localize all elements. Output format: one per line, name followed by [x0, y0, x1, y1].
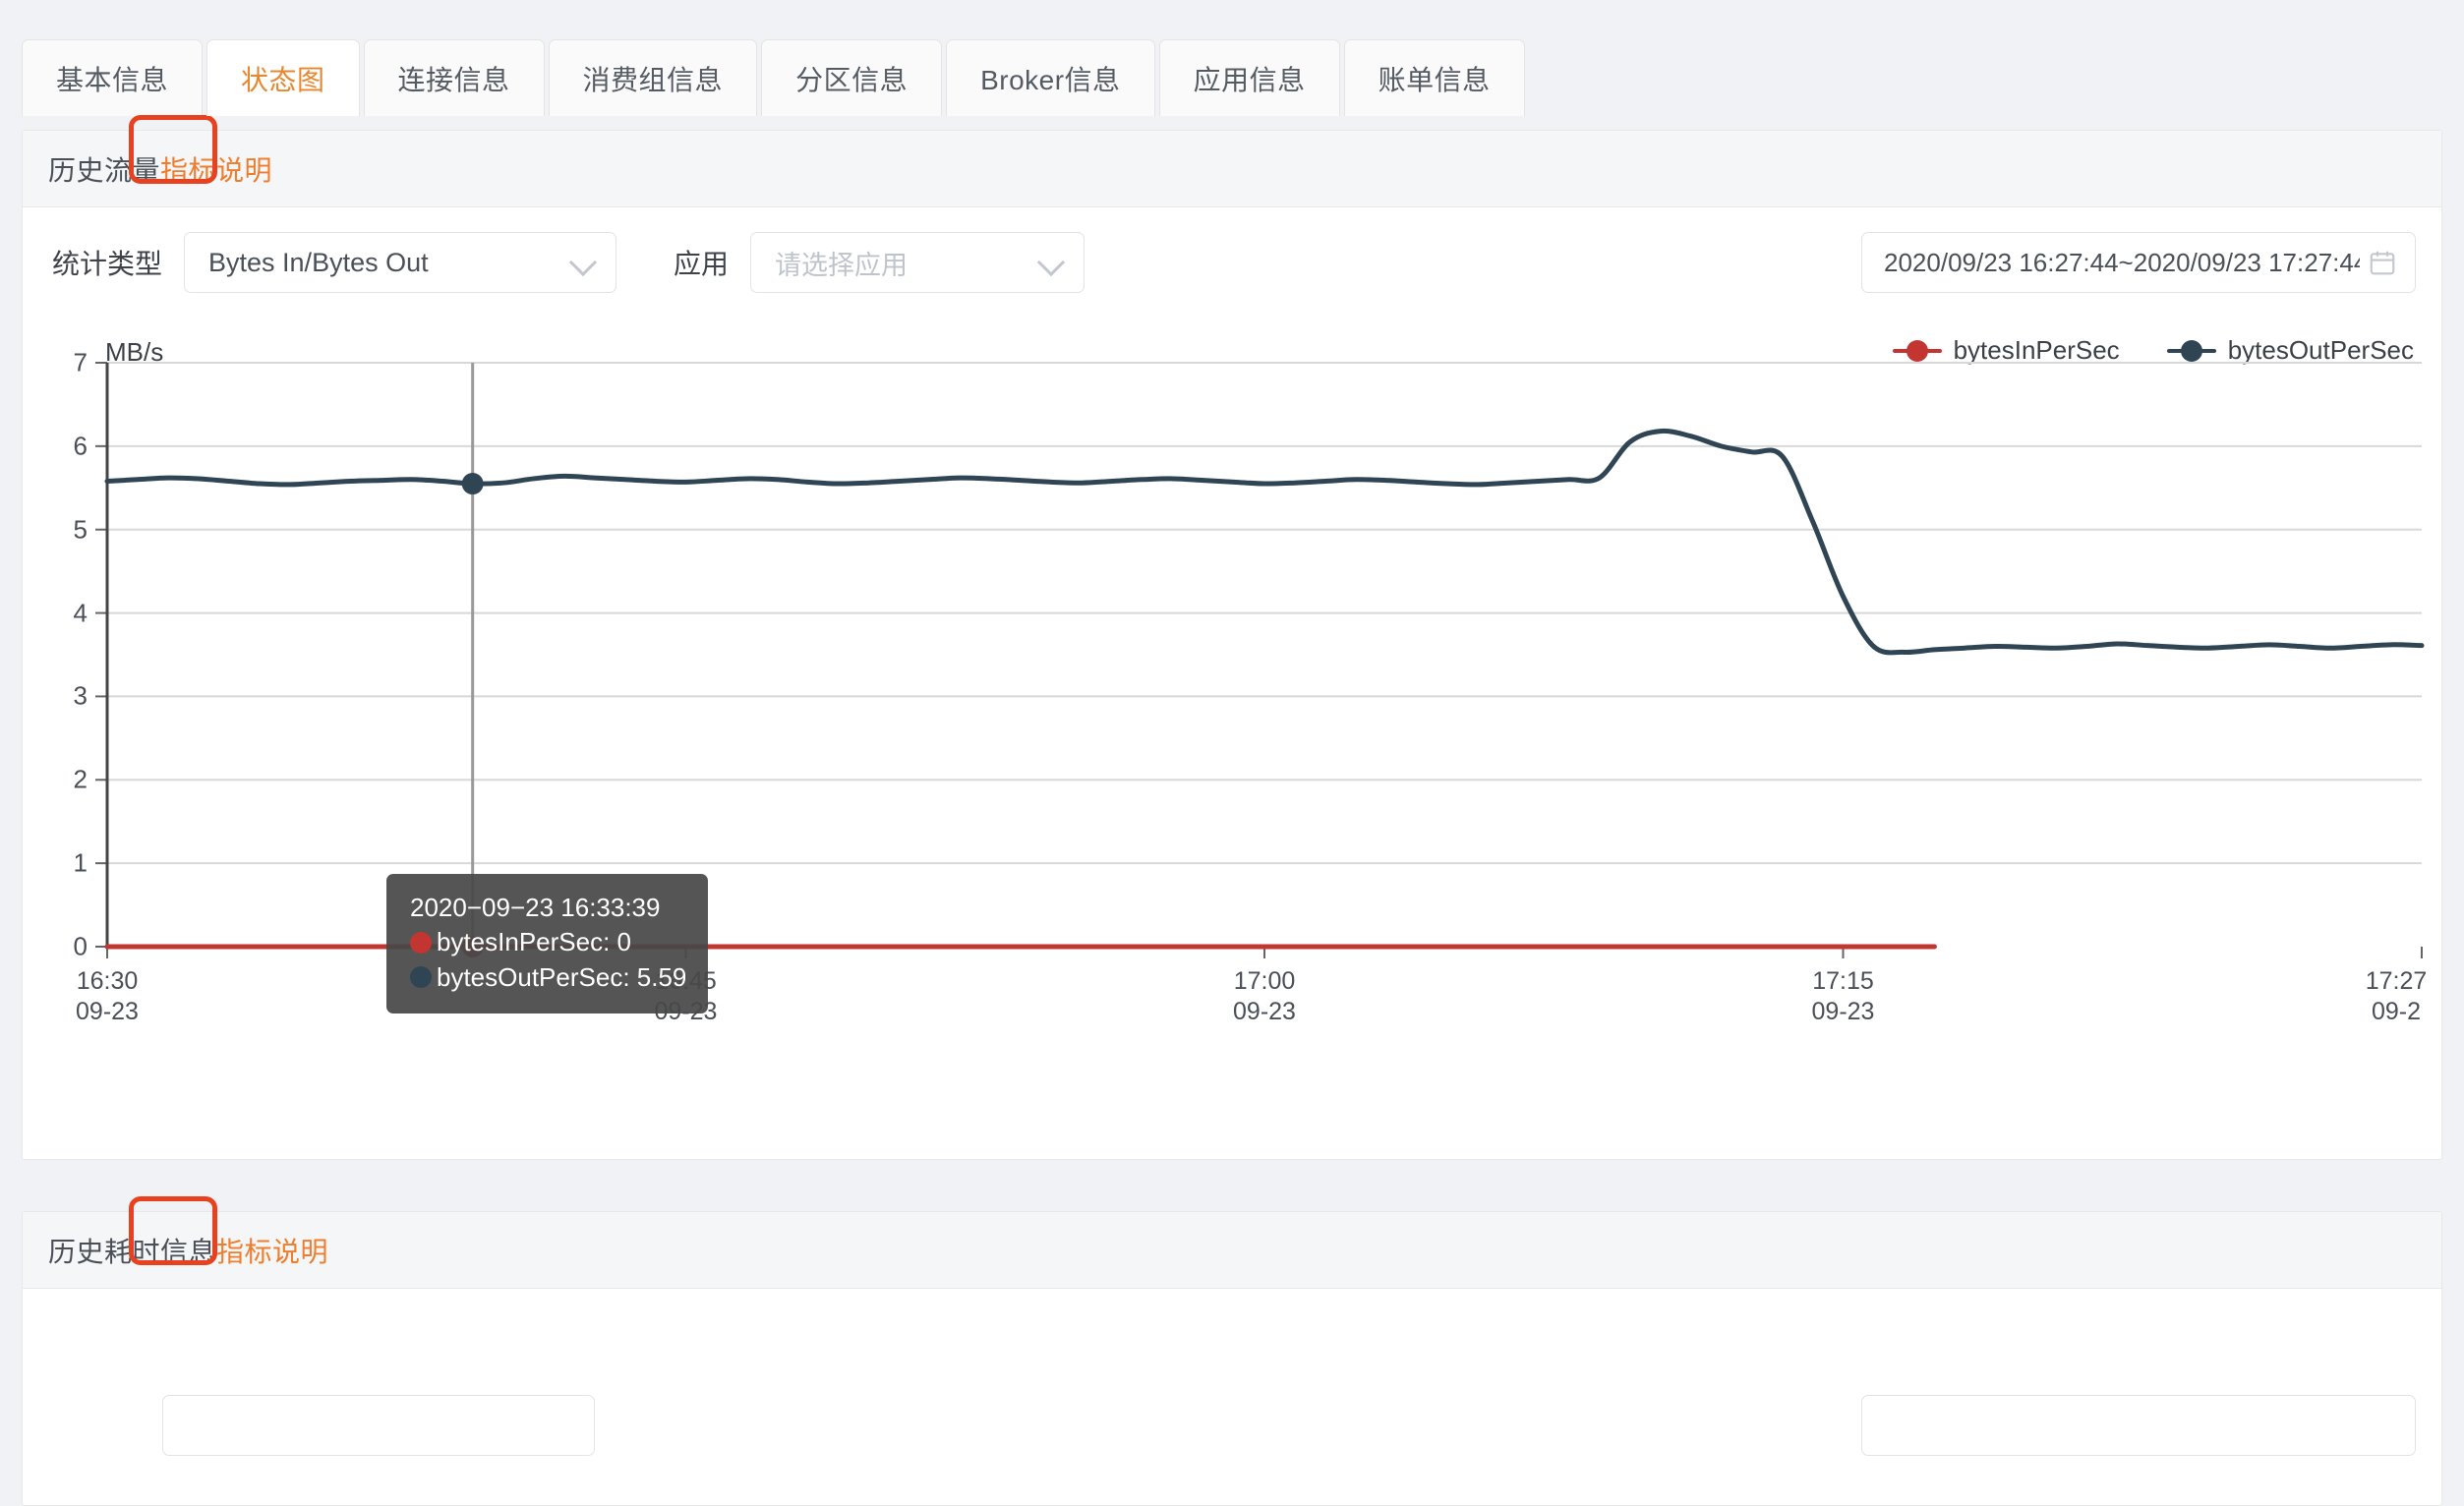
- legend-item-bytesInPerSec[interactable]: bytesInPerSec: [1892, 335, 2120, 366]
- app-label: 应用: [674, 249, 730, 279]
- history-cost-title: 历史耗时信息: [48, 1236, 217, 1267]
- tab-0[interactable]: 基本信息: [22, 39, 204, 116]
- y-tick-label: 1: [73, 847, 88, 878]
- legend-label: bytesInPerSec: [1953, 335, 2120, 365]
- date-range-value: 2020/09/23 16:27:44~2020/09/23 17:27:44: [1884, 247, 2360, 277]
- stat-type-label: 统计类型: [52, 249, 163, 279]
- x-tick-date: 09-23: [1233, 997, 1296, 1025]
- series-line-bytesOutPerSec: [104, 428, 2425, 656]
- tab-3[interactable]: 消费组信息: [548, 39, 758, 116]
- tooltip-row: bytesOutPerSec: 5.59: [410, 960, 686, 995]
- flow-controls: 统计类型 Bytes In/Bytes Out 应用 请选择应用 2020/09…: [23, 207, 2441, 318]
- series-color-dot: [410, 966, 432, 989]
- tab-6[interactable]: 应用信息: [1158, 39, 1340, 116]
- chart-svg: [95, 362, 2425, 958]
- series-color-dot: [410, 932, 432, 955]
- tooltip-time: 2020−09−23 16:33:39: [410, 893, 661, 922]
- app-placeholder: 请选择应用: [775, 250, 909, 280]
- tab-label: 状态图: [241, 64, 325, 95]
- x-tick-date: 09-23: [1811, 997, 1875, 1025]
- highlight-marker-bytesOutPerSec: [461, 473, 484, 495]
- history-cost-header: 历史耗时信息 指标说明: [23, 1196, 2441, 1289]
- x-tick-time: 17:27: [2365, 967, 2428, 995]
- stat-type-value: Bytes In/Bytes Out: [208, 247, 429, 277]
- calendar-icon: [2368, 248, 2397, 277]
- x-tick-time: 16:30: [76, 967, 139, 995]
- tooltip-row: bytesInPerSec: 0: [410, 925, 686, 959]
- x-tick-time: 17:15: [1812, 967, 1874, 995]
- x-tick-date: 09-23: [76, 997, 139, 1025]
- tab-7[interactable]: 账单信息: [1343, 39, 1525, 116]
- legend-marker-icon: [1892, 338, 1942, 364]
- metric-description-link-cost[interactable]: 指标说明: [216, 1236, 329, 1267]
- tab-label: 账单信息: [1378, 64, 1491, 95]
- y-tick-label: 2: [73, 764, 88, 794]
- tooltip-series-value: bytesOutPerSec: 5.59: [437, 961, 687, 992]
- y-tick-label: 7: [73, 347, 88, 377]
- chart-plot-area[interactable]: 0123456716:3009-2316:4509-2317:0009-2317…: [23, 318, 2441, 1124]
- stat-type-select[interactable]: Bytes In/Bytes Out: [184, 232, 617, 293]
- date-range-picker[interactable]: 2020/09/23 16:27:44~2020/09/23 17:27:44: [1861, 232, 2416, 293]
- x-tick-label: 17:15 09-23: [1775, 966, 1912, 1026]
- history-flow-header: 历史流量 指标说明: [23, 115, 2441, 207]
- history-cost-panel: 历史耗时信息 指标说明: [22, 1196, 2442, 1506]
- history-flow-panel: 历史流量 指标说明 统计类型 Bytes In/Bytes Out 应用 请选择…: [22, 115, 2442, 1160]
- x-tick-label: 17:00 09-23: [1196, 966, 1333, 1026]
- cost-date-range-picker[interactable]: [1861, 1395, 2416, 1456]
- tab-label: 连接信息: [397, 64, 510, 95]
- tooltip-series-value: bytesInPerSec: 0: [437, 927, 631, 957]
- x-tick-label: 16:30 09-23: [38, 966, 176, 1026]
- chevron-down-icon: [570, 250, 596, 275]
- y-tick-label: 6: [73, 431, 88, 461]
- tab-5[interactable]: Broker信息: [946, 39, 1155, 116]
- tab-label: 消费组信息: [582, 64, 724, 95]
- legend-item-bytesOutPerSec[interactable]: bytesOutPerSec: [2166, 335, 2414, 366]
- chevron-down-icon: [1038, 250, 1064, 275]
- tab-label: 基本信息: [56, 64, 169, 95]
- y-tick-label: 4: [73, 598, 88, 628]
- x-tick-label: 17:27 09-2: [2327, 966, 2464, 1026]
- x-tick-time: 17:00: [1233, 967, 1296, 995]
- cost-body: [23, 1289, 2441, 1485]
- tab-label: 应用信息: [1193, 64, 1306, 95]
- tab-bar: 基本信息 状态图 连接信息 消费组信息 分区信息 Broker信息 应用信息 账单信息: [0, 0, 2464, 116]
- cost-stat-type-select[interactable]: [162, 1395, 595, 1456]
- app-select[interactable]: 请选择应用: [750, 232, 1085, 293]
- tab-1[interactable]: 状态图: [206, 39, 360, 116]
- chart-legend: bytesInPerSec bytesOutPerSec: [1892, 335, 2414, 366]
- history-flow-title: 历史流量: [48, 154, 161, 186]
- x-tick-date: 09-2: [2371, 997, 2422, 1025]
- tab-2[interactable]: 连接信息: [363, 39, 545, 116]
- y-tick-label: 5: [73, 514, 88, 545]
- y-tick-label: 3: [73, 680, 88, 711]
- chart-tooltip: 2020−09−23 16:33:39 bytesInPerSec: 0 bytes…: [386, 874, 709, 1014]
- y-tick-label: 0: [73, 931, 88, 961]
- tab-4[interactable]: 分区信息: [761, 39, 943, 116]
- legend-label: bytesOutPerSec: [2227, 335, 2414, 365]
- tab-label: 分区信息: [795, 64, 909, 95]
- metric-description-link[interactable]: 指标说明: [160, 154, 273, 186]
- tab-label: Broker信息: [980, 64, 1121, 95]
- legend-marker-icon: [2166, 338, 2216, 364]
